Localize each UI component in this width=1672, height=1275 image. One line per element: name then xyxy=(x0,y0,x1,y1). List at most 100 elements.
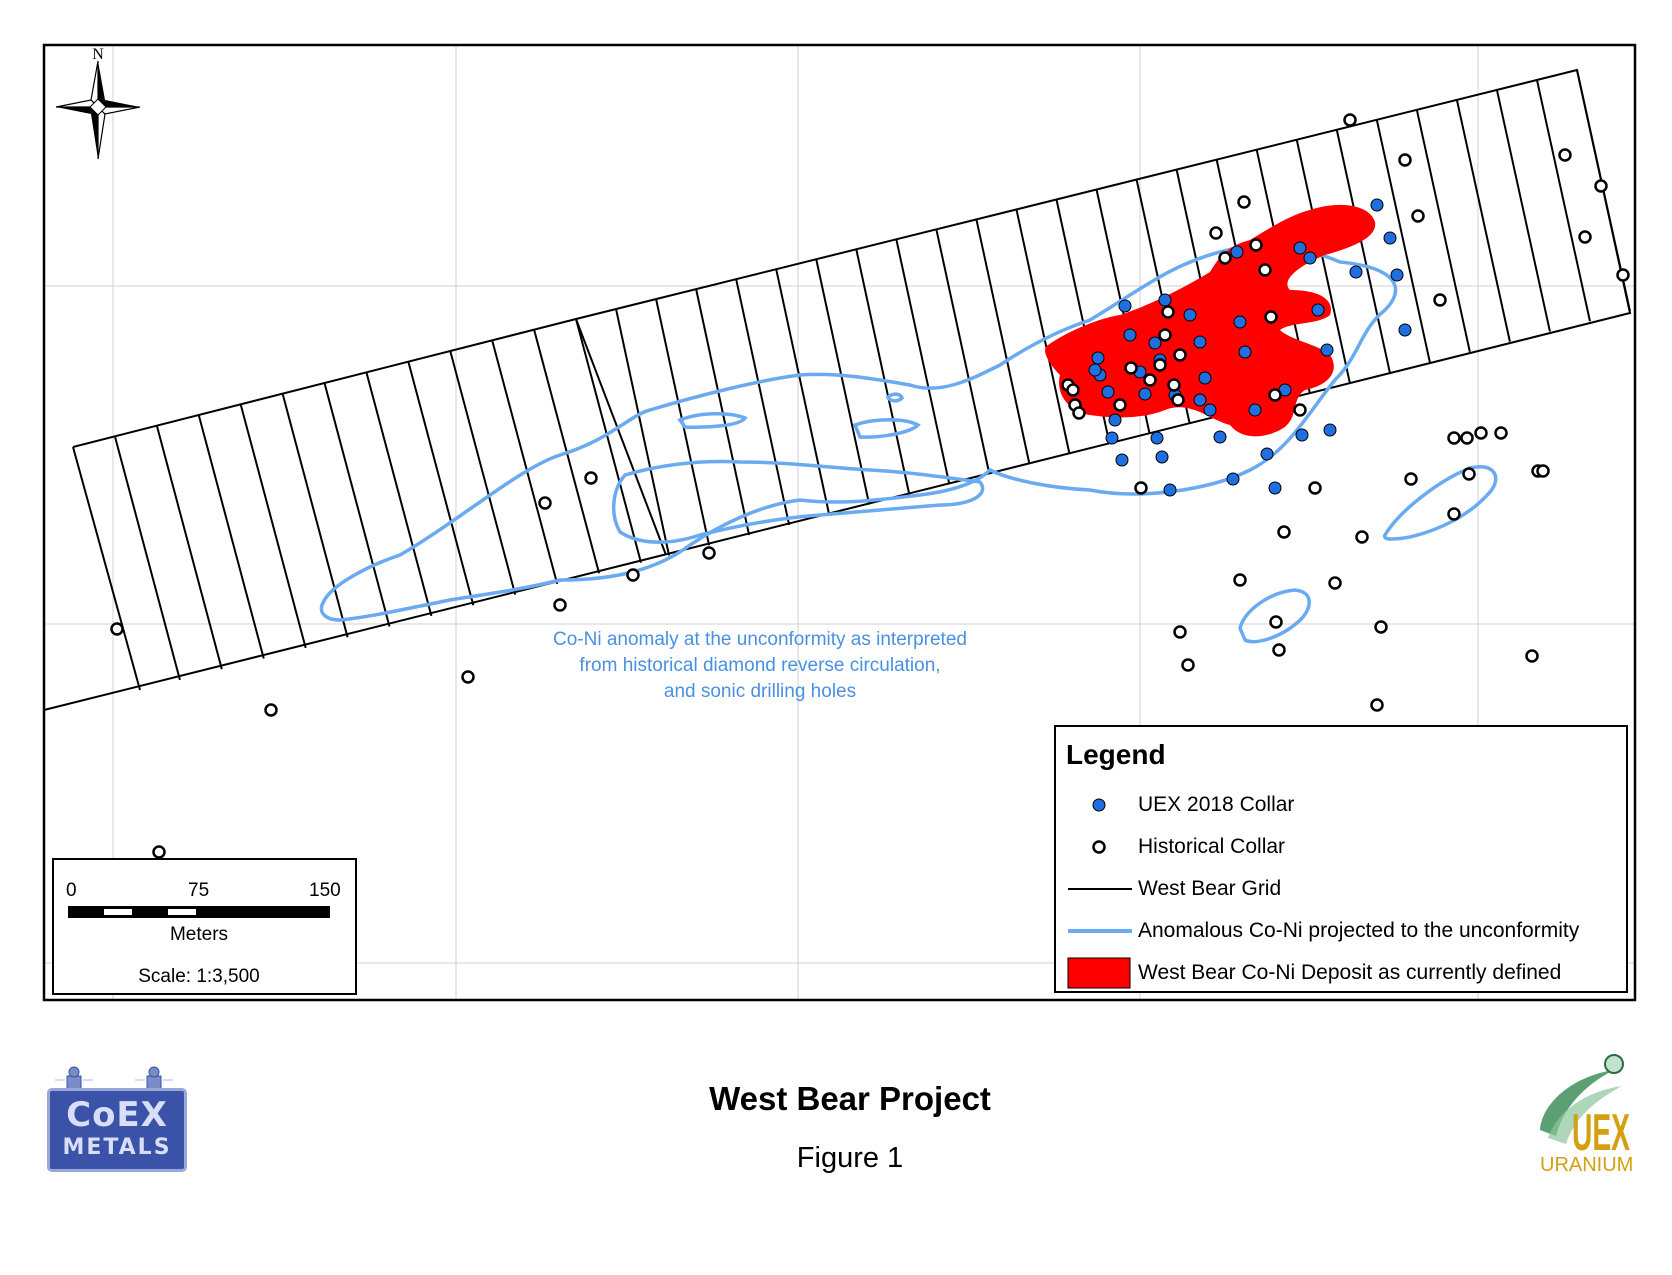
grid-section-line xyxy=(1415,109,1471,353)
uex-collar-dot xyxy=(1349,265,1363,279)
anomaly-outline xyxy=(611,459,985,544)
grid-section-line xyxy=(197,414,265,659)
historical-collar-circle xyxy=(1167,378,1181,392)
uex-collar-dot xyxy=(1183,308,1197,322)
deposit-polygon xyxy=(1045,204,1376,437)
uex-collar-dot xyxy=(1198,371,1212,385)
historical-collar-circle xyxy=(1258,263,1272,277)
legend-item-historical-collar: Historical Collar xyxy=(1056,827,1626,867)
historical-collar-circle xyxy=(1181,658,1195,672)
uex-collar-dot xyxy=(1148,336,1162,350)
uex-uranium-logo: UEX URANIUM xyxy=(1534,1052,1634,1182)
grid-section-line xyxy=(855,249,911,495)
historical-collar-circle xyxy=(1525,649,1539,663)
coex-plate: CoEX METALS xyxy=(47,1088,187,1172)
historical-collar-circle xyxy=(1536,464,1550,478)
legend-item-anomaly: Anomalous Co-Ni projected to the unconfo… xyxy=(1056,911,1626,951)
historical-collar-circle xyxy=(584,471,598,485)
grid-section-line xyxy=(1375,119,1431,363)
historical-collar-circle xyxy=(1161,305,1175,319)
grid-section-line xyxy=(1495,89,1551,332)
historical-collar-circle xyxy=(1233,573,1247,587)
historical-collar-circle xyxy=(1447,431,1461,445)
uex-collar-dot xyxy=(1155,450,1169,464)
historical-collar-circle xyxy=(1113,398,1127,412)
scale-tick: 0 xyxy=(66,880,77,901)
uex-collar-dot xyxy=(1105,431,1119,445)
uex-collar-dot xyxy=(1163,483,1177,497)
grid-section-line xyxy=(775,268,831,515)
historical-collar-circle xyxy=(1474,426,1488,440)
grid-section-line xyxy=(815,259,871,505)
uex-collar-dot xyxy=(1108,413,1122,427)
uex-collar-dot xyxy=(1158,293,1172,307)
uex-collar-dot xyxy=(1320,343,1334,357)
uex-collar-dot xyxy=(1311,303,1325,317)
annotation-line: Co-Ni anomaly at the unconformity as int… xyxy=(553,629,967,650)
uex-collar-dot xyxy=(1123,328,1137,342)
uex-collar-dot xyxy=(1150,431,1164,445)
historical-collar-circle xyxy=(1411,209,1425,223)
uex-collar-dot xyxy=(1101,385,1115,399)
legend-item-grid: West Bear Grid xyxy=(1056,869,1626,909)
scale-bar-segment xyxy=(104,909,132,915)
uex-collar-dot xyxy=(1295,428,1309,442)
historical-collar-circle xyxy=(1158,328,1172,342)
legend-label: Historical Collar xyxy=(1138,835,1286,858)
historical-collar-circle xyxy=(1072,406,1086,420)
grid-section-line xyxy=(975,219,1031,465)
uex-mark-icon: UEX xyxy=(1540,1054,1630,1162)
grid-section-line xyxy=(407,361,475,606)
grid-section-line xyxy=(155,425,223,670)
historical-collar-circle xyxy=(1433,293,1447,307)
anomaly-outline xyxy=(319,243,1398,622)
grid-outline xyxy=(72,446,141,691)
uex-collar-dot xyxy=(1226,472,1240,486)
uex-collar-dot xyxy=(1193,393,1207,407)
historical-collar-circle xyxy=(1209,226,1223,240)
legend-item-uex-collar: UEX 2018 Collar xyxy=(1056,785,1626,825)
uex-collar-dot xyxy=(1233,315,1247,329)
grid-section-line xyxy=(281,393,349,638)
legend-label: Anomalous Co-Ni projected to the unconfo… xyxy=(1138,919,1580,942)
historical-collar-circle xyxy=(1153,358,1167,372)
historical-collar-circle xyxy=(1594,179,1608,193)
black-line-icon xyxy=(1068,888,1132,890)
historical-collar-circle xyxy=(1173,625,1187,639)
uex-letters: UEX xyxy=(1572,1104,1630,1156)
uex-collar-dot xyxy=(1293,241,1307,255)
uex-collar-dot xyxy=(1268,481,1282,495)
historical-collar-circle xyxy=(1404,472,1418,486)
uex-collar-dot xyxy=(1248,403,1262,417)
historical-collar-circle xyxy=(1124,361,1138,375)
anomaly-outline xyxy=(1383,464,1498,541)
grid-section-line xyxy=(1015,209,1071,454)
annotation-line: and sonic drilling holes xyxy=(663,681,857,702)
uex-collar-dot xyxy=(1323,423,1337,437)
grid-section-line xyxy=(365,372,433,617)
historical-collar-circle xyxy=(538,496,552,510)
historical-collar-circle xyxy=(1355,530,1369,544)
historical-collar-circle xyxy=(1066,383,1080,397)
uex-collar-dot xyxy=(1230,245,1244,259)
north-label: N xyxy=(92,46,104,63)
legend-label: West Bear Grid xyxy=(1138,877,1282,900)
historical-collar-circle xyxy=(1272,643,1286,657)
legend-box: Legend UEX 2018 Collar Historical Collar… xyxy=(1054,725,1628,993)
grid-section-line xyxy=(1535,79,1591,322)
open-circle-icon xyxy=(1092,840,1106,854)
figure-subtitle: Figure 1 xyxy=(796,1142,904,1174)
grid-section-line xyxy=(323,382,391,627)
scale-tick: 75 xyxy=(188,880,210,901)
graticule-lines xyxy=(44,45,1635,1000)
legend-item-deposit: West Bear Co-Ni Deposit as currently def… xyxy=(1056,953,1626,993)
historical-collar-circle xyxy=(1616,268,1630,282)
historical-collar-circle xyxy=(1308,481,1322,495)
uex-collar-dot xyxy=(1091,351,1105,365)
historical-collar-circle xyxy=(1370,698,1384,712)
historical-collar-circle xyxy=(1143,373,1157,387)
anomaly-annotation: Co-Ni anomaly at the unconformity as int… xyxy=(480,627,1040,705)
uex-collar-dot xyxy=(1303,251,1317,265)
drill-collars xyxy=(110,113,1630,859)
anomaly-outline xyxy=(852,418,921,439)
